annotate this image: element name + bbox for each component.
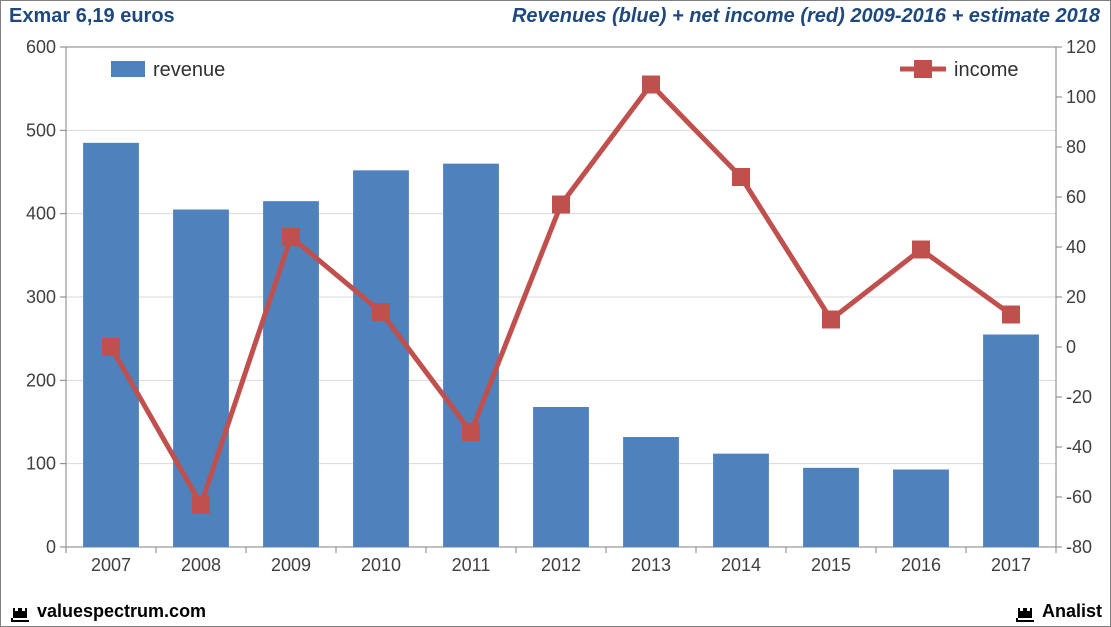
income-marker <box>733 169 749 185</box>
chart-footer: valuespectrum.com Analist <box>1 596 1110 626</box>
footer-right: Analist <box>1014 600 1102 622</box>
income-marker <box>643 77 659 93</box>
y-left-tick-label: 200 <box>26 370 56 390</box>
y-left-tick-label: 600 <box>26 37 56 57</box>
title-right: Revenues (blue) + net income (red) 2009-… <box>512 5 1100 28</box>
y-right-tick-label: -20 <box>1066 387 1092 407</box>
income-marker <box>193 497 209 513</box>
y-right-tick-label: 80 <box>1066 137 1086 157</box>
income-marker <box>1003 307 1019 323</box>
footer-left: valuespectrum.com <box>9 600 206 622</box>
chart-header: Exmar 6,19 euros Revenues (blue) + net i… <box>1 1 1110 30</box>
x-tick-label: 2014 <box>721 555 761 575</box>
y-left-tick-label: 100 <box>26 454 56 474</box>
y-right-tick-label: 100 <box>1066 87 1096 107</box>
y-left-tick-label: 400 <box>26 204 56 224</box>
x-tick-label: 2010 <box>361 555 401 575</box>
revenue-bar <box>443 164 499 547</box>
x-tick-label: 2012 <box>541 555 581 575</box>
revenue-bar <box>353 170 409 547</box>
y-right-tick-label: 120 <box>1066 37 1096 57</box>
plot-area: 0 100 200 300 400 500 600 -80 -60 -40 -20 0 20 40 60 80… <box>1 31 1111 598</box>
revenue-bar <box>533 407 589 547</box>
revenue-bar <box>893 470 949 548</box>
title-left: Exmar 6,19 euros <box>9 5 175 28</box>
y-right-tick-label: -80 <box>1066 537 1092 557</box>
chart-svg: 0 100 200 300 400 500 600 -80 -60 -40 -20 0 20 40 60 80… <box>1 31 1111 598</box>
income-marker <box>913 242 929 258</box>
footer-left-text: valuespectrum.com <box>37 601 206 622</box>
income-marker <box>823 312 839 328</box>
footer-right-text: Analist <box>1042 601 1102 622</box>
x-tick-label: 2007 <box>91 555 131 575</box>
y-right-tick-label: 0 <box>1066 337 1076 357</box>
legend-revenue-label: revenue <box>153 59 225 81</box>
revenue-bar <box>623 437 679 547</box>
y-left-tick-label: 0 <box>46 537 56 557</box>
rook-icon <box>1014 600 1036 622</box>
legend-income-label: income <box>954 59 1018 81</box>
income-marker <box>103 339 119 355</box>
x-tick-label: 2013 <box>631 555 671 575</box>
income-marker <box>283 229 299 245</box>
x-tick-label: 2017 <box>991 555 1031 575</box>
x-tick-label: 2015 <box>811 555 851 575</box>
rook-icon <box>9 600 31 622</box>
y-right-tick-label: 60 <box>1066 187 1086 207</box>
x-tick-label: 2016 <box>901 555 941 575</box>
revenue-bar <box>803 468 859 547</box>
legend-income-marker <box>914 60 932 78</box>
x-tick-label: 2011 <box>452 555 491 575</box>
income-marker <box>373 304 389 320</box>
income-marker <box>553 197 569 213</box>
y-left-tick-label: 300 <box>26 287 56 307</box>
y-right-tick-label: 20 <box>1066 287 1086 307</box>
y-left-tick-label: 500 <box>26 120 56 140</box>
y-right-tick-label: -40 <box>1066 437 1092 457</box>
x-tick-label: 2009 <box>271 555 311 575</box>
y-right-tick-label: 40 <box>1066 237 1086 257</box>
income-marker <box>463 424 479 440</box>
y-right-tick-label: -60 <box>1066 487 1092 507</box>
revenue-bar <box>983 335 1039 548</box>
legend-revenue-swatch <box>111 61 145 77</box>
chart-frame: Exmar 6,19 euros Revenues (blue) + net i… <box>0 0 1111 627</box>
x-tick-label: 2008 <box>181 555 221 575</box>
revenue-bar <box>713 454 769 547</box>
